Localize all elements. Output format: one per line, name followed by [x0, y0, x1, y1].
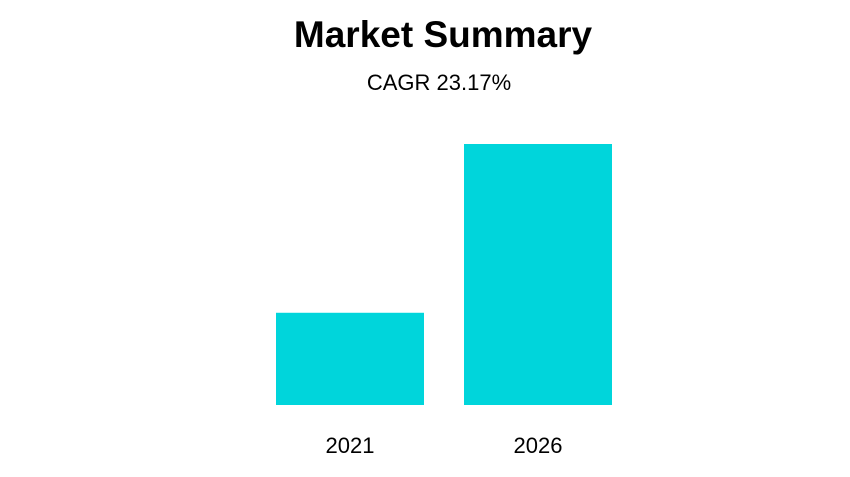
- x-tick-label-2026: 2026: [514, 433, 563, 458]
- chart-subtitle: CAGR 23.17%: [366, 70, 512, 95]
- x-tick-label-2021: 2021: [326, 433, 375, 458]
- bar-2021: [276, 312, 424, 405]
- chart-title: Market Summary: [293, 14, 593, 55]
- bar-2026: [464, 144, 612, 405]
